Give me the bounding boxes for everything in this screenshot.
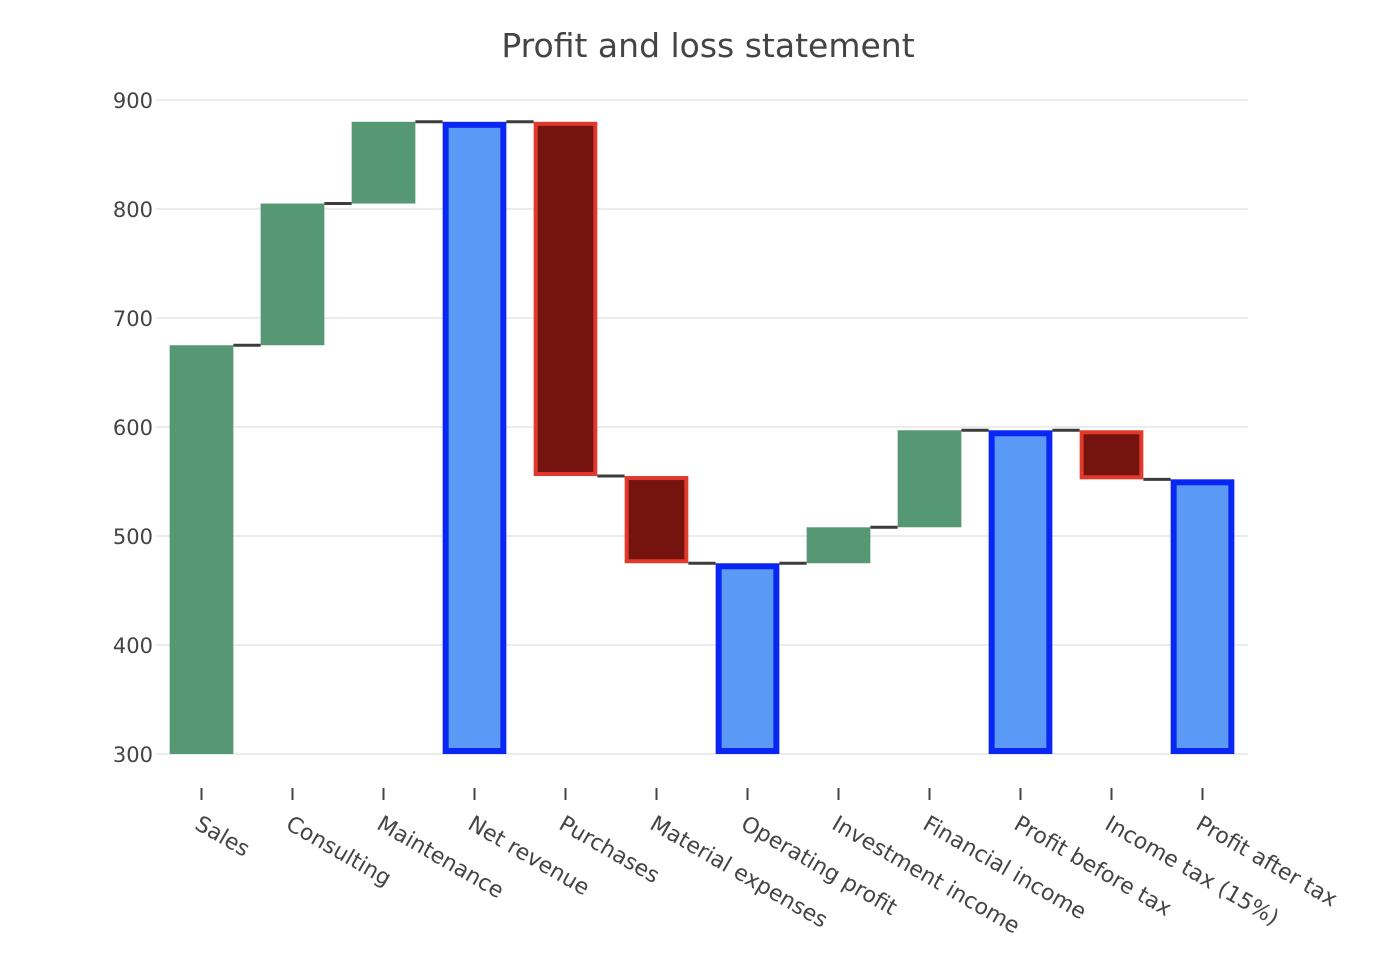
y-axis: 300 400 500 600 700 800 900 [113, 89, 153, 767]
connectors [233, 120, 1171, 565]
y-tick-label: 500 [113, 525, 153, 549]
bar-total [988, 430, 1053, 754]
bar-increase [260, 203, 325, 346]
bar-total [715, 563, 780, 754]
bar-decrease [624, 476, 689, 564]
y-tick-label: 700 [113, 307, 153, 331]
y-tick-label: 600 [113, 416, 153, 440]
bar-increase [897, 430, 962, 528]
gridlines [156, 99, 1248, 755]
bar-decrease [1079, 430, 1144, 480]
bar-decrease [533, 121, 598, 477]
bars [169, 121, 1235, 755]
x-tick-label: Profit before tax [1010, 812, 1176, 922]
chart-title: Profit and loss statement [501, 26, 915, 65]
y-tick-label: 800 [113, 198, 153, 222]
bar-total [1170, 479, 1235, 754]
y-tick-label: 900 [113, 89, 153, 113]
y-tick-label: 300 [113, 743, 153, 767]
y-tick-label: 400 [113, 634, 153, 658]
bar-increase [351, 121, 416, 204]
x-tick-label: Sales [191, 812, 254, 863]
bar-total [442, 121, 507, 755]
x-tick-label: Income tax (15%) [1101, 812, 1283, 932]
bar-increase [806, 527, 871, 564]
bar-increase [169, 345, 234, 754]
